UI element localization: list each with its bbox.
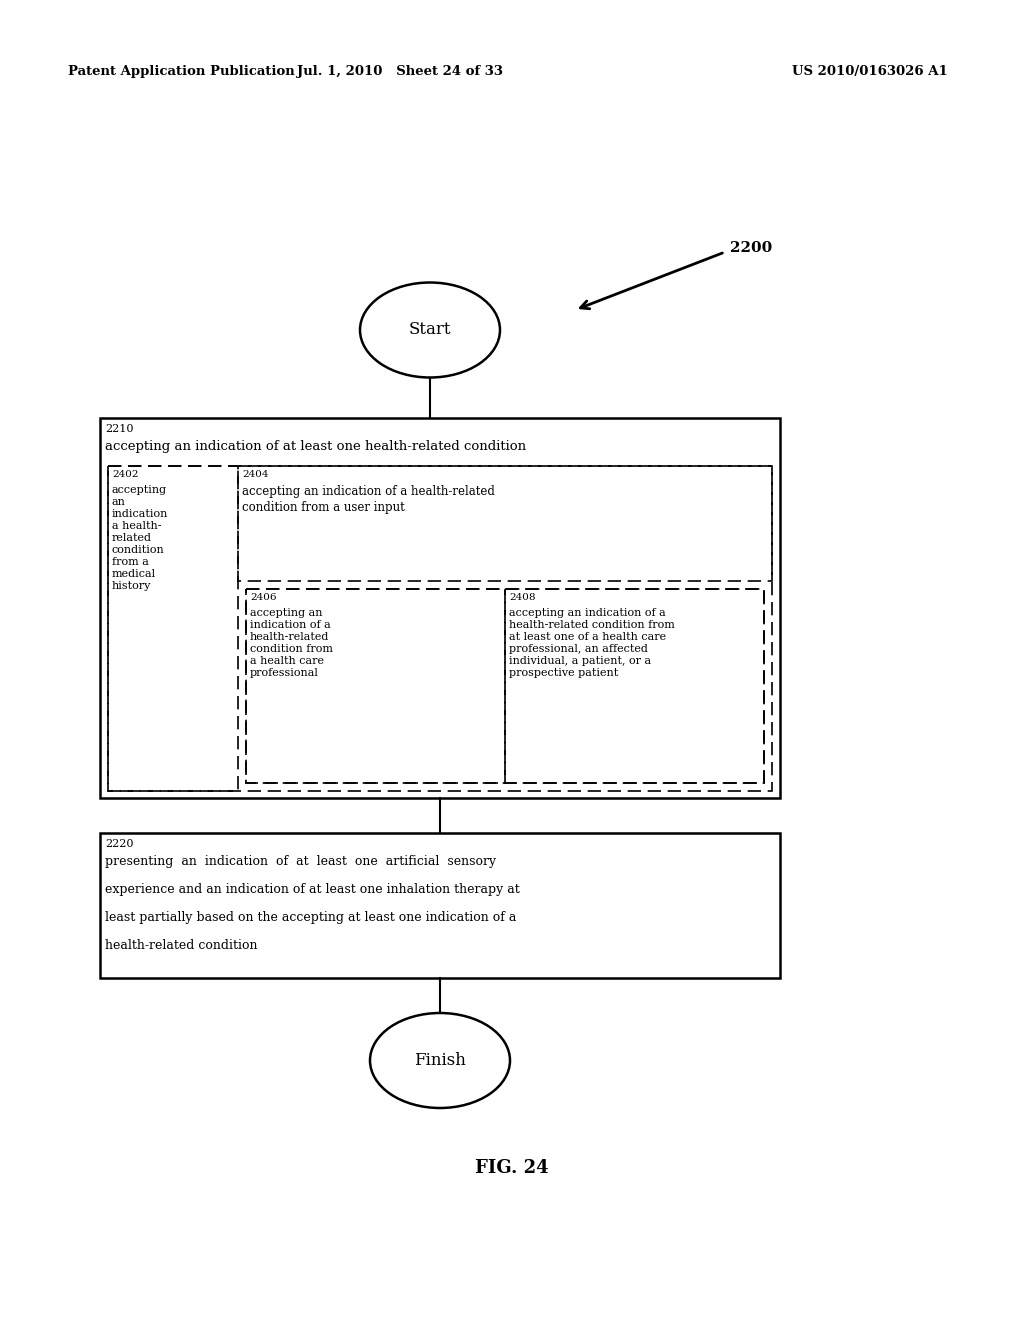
Text: accepting an indication of a
health-related condition from
at least one of a hea: accepting an indication of a health-rela… — [509, 609, 675, 678]
Bar — [238, 466, 772, 581]
Text: presenting  an  indication  of  at  least  one  artificial  sensory: presenting an indication of at least one… — [105, 855, 496, 869]
Text: health-related condition: health-related condition — [105, 939, 257, 952]
Text: 2210: 2210 — [105, 424, 133, 434]
Text: 2402: 2402 — [112, 470, 138, 479]
Text: 2200: 2200 — [730, 242, 772, 255]
Text: accepting an
indication of a
health-related
condition from
a health care
profess: accepting an indication of a health-rela… — [250, 609, 333, 678]
Text: FIG. 24: FIG. 24 — [475, 1159, 549, 1177]
Text: US 2010/0163026 A1: US 2010/0163026 A1 — [793, 66, 948, 78]
Text: 2404: 2404 — [242, 470, 268, 479]
Text: Finish: Finish — [414, 1052, 466, 1069]
Text: 2220: 2220 — [105, 840, 133, 849]
Text: least partially based on the accepting at least one indication of a: least partially based on the accepting a… — [105, 911, 516, 924]
Bar — [100, 833, 780, 978]
Text: Start: Start — [409, 322, 452, 338]
Text: accepting
an
indication
a health-
related
condition
from a
medical
history: accepting an indication a health- relate… — [112, 484, 168, 591]
Bar — [246, 589, 505, 783]
Bar — [100, 418, 780, 799]
Text: accepting an indication of a health-related
condition from a user input: accepting an indication of a health-rela… — [242, 484, 495, 513]
Bar — [108, 466, 772, 791]
Text: Patent Application Publication: Patent Application Publication — [68, 66, 295, 78]
Text: Jul. 1, 2010   Sheet 24 of 33: Jul. 1, 2010 Sheet 24 of 33 — [297, 66, 503, 78]
Bar — [505, 589, 764, 783]
Text: accepting an indication of at least one health-related condition: accepting an indication of at least one … — [105, 440, 526, 453]
Text: 2406: 2406 — [250, 593, 276, 602]
Text: 2408: 2408 — [509, 593, 536, 602]
Bar — [108, 466, 238, 791]
Bar — [246, 589, 764, 783]
Text: experience and an indication of at least one inhalation therapy at: experience and an indication of at least… — [105, 883, 520, 896]
